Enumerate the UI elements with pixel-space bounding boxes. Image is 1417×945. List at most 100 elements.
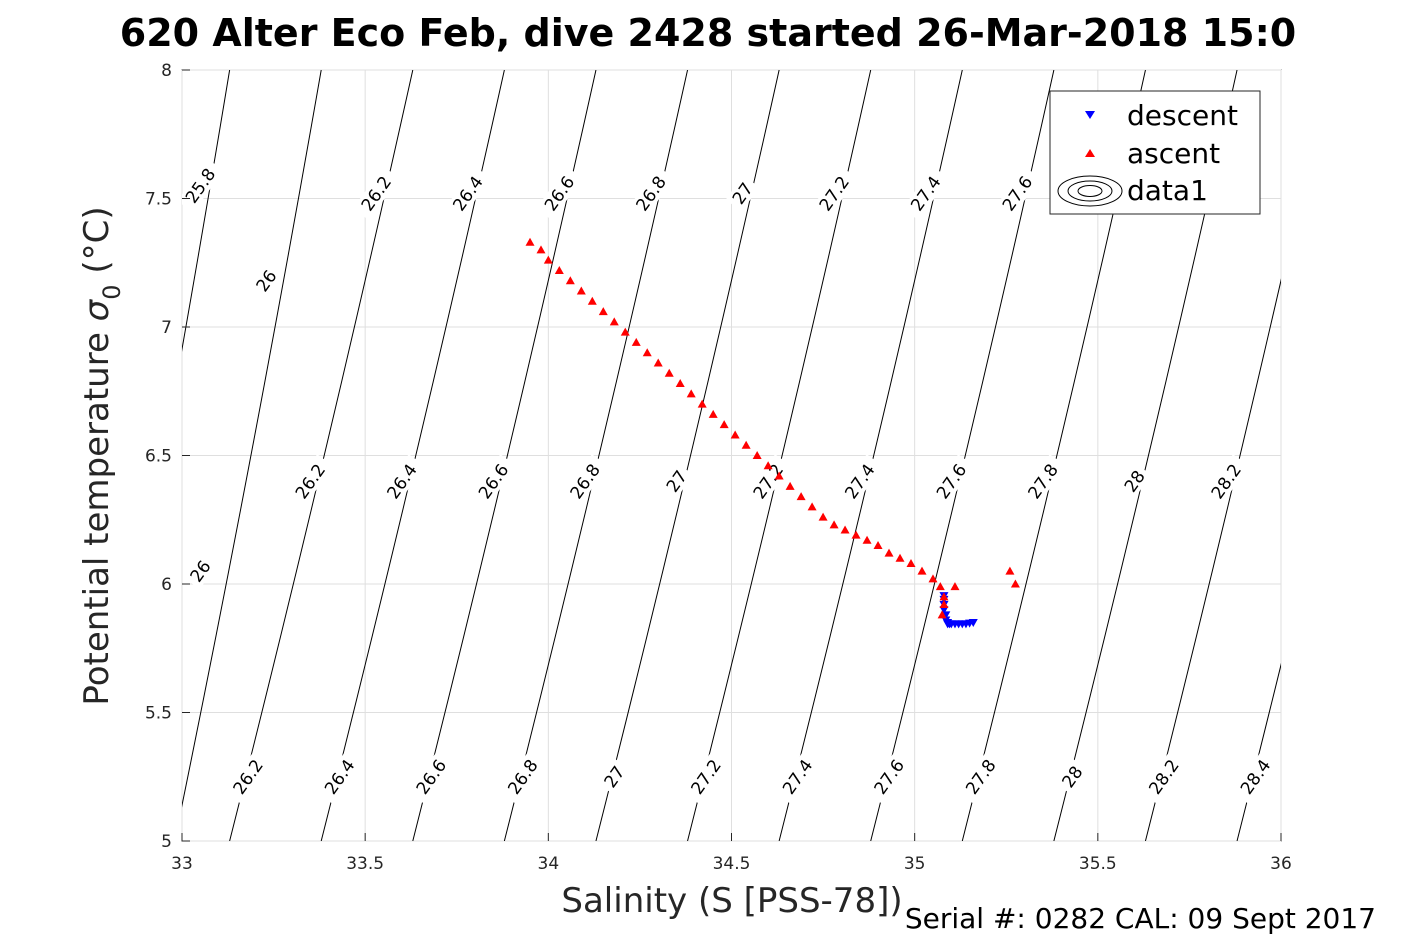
contour-label-bg <box>444 166 491 221</box>
contour-label-bg <box>249 262 284 299</box>
contour-label-bg <box>597 758 632 795</box>
y-tick-label: 8 <box>161 61 172 81</box>
contour-label-bg <box>744 454 792 509</box>
contour-label-bg <box>561 454 609 509</box>
y-tick-label: 6.5 <box>145 447 172 467</box>
contour-legend-icon <box>1057 175 1123 207</box>
ascent-point <box>653 358 663 367</box>
density-contour-line <box>595 70 780 841</box>
ascent-point <box>536 245 546 254</box>
density-contour-line <box>182 70 322 808</box>
ascent-point <box>763 461 773 470</box>
contour-label-bg <box>1117 463 1152 500</box>
ascent-point <box>928 574 938 583</box>
ascent-point <box>807 502 817 511</box>
ascent-point <box>939 592 949 601</box>
ascent-point <box>598 307 608 316</box>
ascent-point <box>708 409 718 418</box>
ascent-point <box>642 348 652 357</box>
ascent-point <box>840 525 850 534</box>
contour-label-bg <box>1202 454 1250 509</box>
ascent-point <box>620 327 630 336</box>
data-markers <box>525 237 1020 629</box>
contour-label-bg <box>928 454 975 509</box>
ascent-point <box>730 430 740 439</box>
ascent-point <box>576 286 586 295</box>
ascent-point <box>862 535 872 544</box>
serial-cal-footer: Serial #: 0282 CAL: 09 Sept 2017 <box>905 902 1376 935</box>
x-tick-label: 35 <box>904 854 926 874</box>
chart-title: 620 Alter Eco Feb, dive 2428 started 26-… <box>120 11 1296 55</box>
ascent-point <box>554 265 564 274</box>
contour-label-bg <box>499 749 546 804</box>
contour-label-bg <box>957 749 1004 804</box>
x-axis-label: Salinity (S [PSS-78]) <box>561 881 902 921</box>
contour-label-bg <box>682 749 730 804</box>
ascent-point <box>697 399 707 408</box>
contour-label-bg <box>659 463 694 500</box>
legend-box <box>1049 90 1261 215</box>
contour-label-bg <box>836 454 883 509</box>
ascent-point <box>664 368 674 377</box>
y-axis-label: Potential temperature σ0 (°C) <box>77 206 126 705</box>
contour-label-bg <box>627 166 675 221</box>
ascent-point <box>675 379 685 388</box>
ascent-point <box>686 389 696 398</box>
contour-label-bg <box>182 158 224 213</box>
contour-label-bg <box>183 553 218 590</box>
contour-label-bg <box>1140 749 1188 804</box>
legend: descent ascent data1 <box>1049 90 1261 215</box>
contour-label-bg <box>865 749 913 804</box>
descent-point <box>968 619 978 628</box>
ascent-point <box>796 492 806 501</box>
contour-label-bg <box>774 749 821 804</box>
y-tick-label: 5 <box>161 832 172 852</box>
ascent-point <box>1010 579 1020 588</box>
descent-point <box>939 606 949 615</box>
ascent-legend-marker <box>1085 149 1095 157</box>
contour-label-bg <box>224 749 272 804</box>
contour-label-bg <box>286 454 334 509</box>
contour-label-bg <box>1232 749 1279 804</box>
ascent-point <box>884 548 894 557</box>
ascent-point <box>1005 566 1015 575</box>
ascent-point <box>719 420 729 429</box>
ascent-point <box>906 558 916 567</box>
ascent-point <box>895 553 905 562</box>
contour-label-bg <box>536 166 583 221</box>
x-tick-label: 33 <box>171 854 193 874</box>
descent-legend-marker <box>1085 111 1095 119</box>
legend-label-ascent: ascent <box>1127 137 1220 170</box>
ascent-point <box>937 610 947 619</box>
x-tick-label: 34 <box>538 854 560 874</box>
contour-label-bg <box>810 166 858 221</box>
ascent-point <box>774 471 784 480</box>
legend-label-data1: data1 <box>1127 174 1208 207</box>
density-contour-line <box>1236 662 1281 841</box>
contour-label-bg <box>1019 454 1067 509</box>
contour-label-bg <box>407 749 455 804</box>
contour-label-bg <box>994 166 1041 221</box>
y-tick-label: 7.5 <box>145 190 172 210</box>
ascent-point <box>752 451 762 459</box>
ascent-point <box>829 520 839 529</box>
ascent-point <box>950 582 960 591</box>
ascent-point <box>631 337 641 346</box>
ascent-point <box>818 512 828 521</box>
ascent-point <box>935 582 945 591</box>
y-axis-ticks: 5 5.5 6 6.5 7 7.5 8 <box>145 61 190 852</box>
ascent-point <box>587 296 597 305</box>
ascent-point <box>609 317 619 326</box>
ascent-point <box>873 540 883 549</box>
contour-label-bg <box>470 454 517 509</box>
x-axis-ticks: 33 33.5 34 34.5 35 35.5 36 <box>171 833 1292 874</box>
y-tick-label: 7 <box>161 318 172 338</box>
contour-label-bg <box>902 166 949 221</box>
ascent-point <box>543 255 553 264</box>
ascent-point <box>939 600 949 609</box>
ascent-point <box>565 276 575 285</box>
y-tick-label: 5.5 <box>145 704 172 724</box>
contour-label-bg <box>316 749 363 804</box>
